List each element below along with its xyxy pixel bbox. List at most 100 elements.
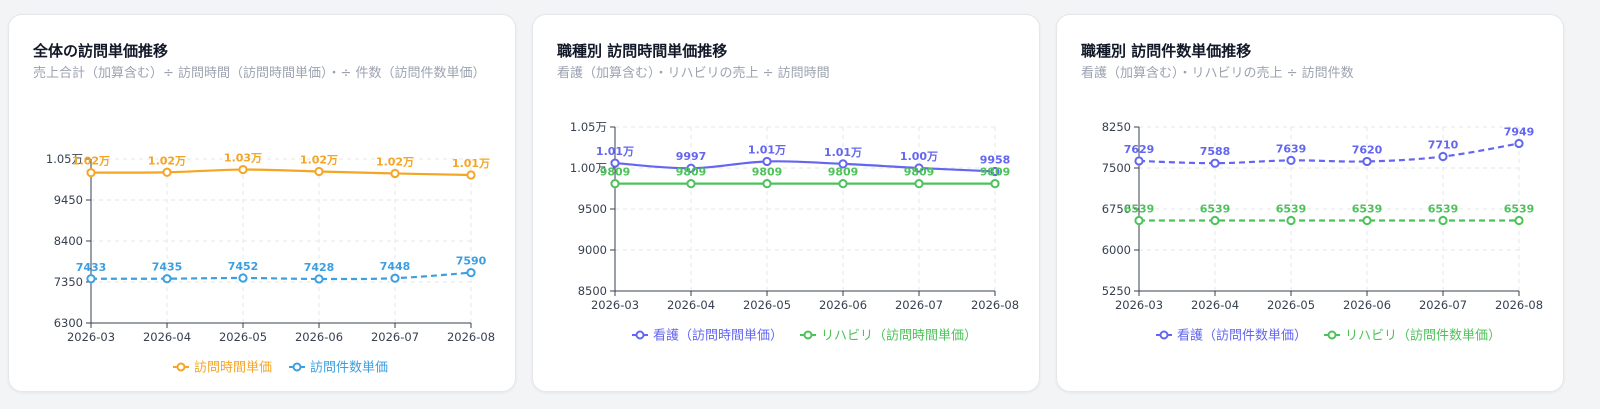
data-point[interactable] (390, 168, 400, 179)
time-unit-by-job-chart: 8500 9000 9500 1.00万 1.05万 2026-03 2026-04 2026… (570, 120, 1019, 344)
legend-label: 訪問時間単価 (194, 360, 272, 376)
data-point[interactable] (686, 163, 696, 173)
data-point[interactable] (162, 167, 172, 177)
data-label: 9958 (980, 153, 1011, 166)
legend-item[interactable]: リハビリ（訪問件数単価） (1324, 328, 1501, 344)
x-tick-label: 2026-03 (67, 330, 115, 344)
x-tick-label: 2026-04 (1191, 298, 1239, 312)
card-title: 職種別 訪問時間単価推移 (557, 42, 728, 60)
data-label: 1.01万 (748, 143, 786, 156)
data-point[interactable] (466, 268, 476, 278)
data-point[interactable] (238, 273, 248, 283)
series-line (90, 271, 472, 281)
legend-item[interactable]: 看護（訪問時間単価） (632, 328, 783, 344)
data-point[interactable] (86, 168, 96, 178)
x-tick-label: 2026-07 (371, 330, 419, 344)
y-tick-label: 8500 (578, 284, 607, 298)
series-line (90, 168, 472, 177)
data-label: 6539 (1352, 203, 1383, 216)
data-point[interactable] (1134, 215, 1144, 226)
data-point[interactable] (838, 179, 848, 189)
overall-unit-price-chart: 6300 7350 8400 9450 1.05万 2026-03 2026-04 2026-… (46, 152, 495, 376)
data-point[interactable] (86, 274, 96, 284)
x-tick-label: 2026-08 (971, 298, 1019, 312)
data-label: 7620 (1352, 143, 1383, 156)
data-point[interactable] (1362, 215, 1372, 226)
data-point[interactable] (238, 164, 248, 175)
legend-label: 看護（訪問件数単価） (1177, 328, 1307, 344)
legend-label: リハビリ（訪問件数単価） (1345, 328, 1501, 344)
x-tick-label: 2026-05 (219, 330, 267, 344)
data-point[interactable] (762, 179, 772, 189)
data-label: 7629 (1124, 143, 1155, 156)
data-point[interactable] (1514, 215, 1524, 226)
data-point[interactable] (314, 166, 324, 177)
x-tick-label: 2026-03 (591, 298, 639, 312)
legend-item[interactable]: 訪問時間単価 (173, 360, 272, 376)
data-label: 1.00万 (900, 150, 938, 163)
data-point[interactable] (390, 273, 400, 283)
x-tick-label: 2026-07 (1419, 298, 1467, 312)
legend-item[interactable]: 看護（訪問件数単価） (1156, 328, 1307, 344)
x-tick-label: 2026-08 (447, 330, 495, 344)
data-point[interactable] (1438, 151, 1448, 162)
data-point[interactable] (990, 179, 1000, 189)
card-title: 職種別 訪問件数単価推移 (1081, 42, 1252, 60)
legend-item[interactable]: 訪問件数単価 (289, 360, 388, 376)
data-label: 7435 (152, 261, 183, 274)
data-point[interactable] (1362, 156, 1372, 167)
data-label: 1.03万 (224, 152, 262, 165)
data-label: 9809 (828, 166, 859, 179)
data-label: 6539 (1504, 203, 1535, 216)
y-tick-label: 1.00万 (570, 161, 607, 175)
data-point[interactable] (686, 179, 696, 189)
legend-swatch-marker (803, 330, 813, 340)
data-label: 7949 (1504, 125, 1535, 138)
y-tick-label: 8400 (54, 234, 83, 248)
data-point[interactable] (914, 163, 924, 173)
data-point[interactable] (1286, 215, 1296, 226)
data-point[interactable] (610, 158, 620, 168)
data-label: 7590 (456, 255, 487, 268)
legend-swatch-marker (1159, 330, 1169, 340)
data-label: 9809 (676, 166, 707, 179)
card-title: 全体の訪問単価推移 (33, 42, 169, 60)
x-tick-label: 2026-04 (667, 298, 715, 312)
y-tick-label: 8250 (1102, 120, 1131, 134)
data-label: 1.01万 (452, 157, 490, 170)
data-label: 7428 (304, 261, 335, 274)
y-tick-label: 1.05万 (46, 152, 83, 166)
legend-label: リハビリ（訪問時間単価） (821, 328, 977, 344)
data-point[interactable] (838, 159, 848, 169)
data-label: 1.02万 (300, 153, 338, 166)
data-point[interactable] (1210, 215, 1220, 226)
data-label: 1.01万 (596, 145, 634, 158)
x-tick-label: 2026-08 (1495, 298, 1543, 312)
card-subtitle: 売上合計（加算含む）÷ 訪問時間（訪問時間単価）・÷ 件数（訪問件数単価） (33, 66, 486, 81)
x-tick-label: 2026-03 (1115, 298, 1163, 312)
data-label: 9997 (676, 150, 707, 163)
data-point[interactable] (314, 274, 324, 284)
data-label: 1.02万 (376, 155, 414, 168)
x-tick-label: 2026-06 (295, 330, 343, 344)
data-label: 9809 (752, 166, 783, 179)
data-point[interactable] (1514, 138, 1524, 149)
data-point[interactable] (466, 170, 476, 180)
data-point[interactable] (162, 274, 172, 284)
y-tick-label: 5250 (1102, 284, 1131, 298)
legend-item[interactable]: リハビリ（訪問時間単価） (800, 328, 977, 344)
y-tick-label: 7500 (1102, 161, 1131, 175)
data-label: 7452 (228, 260, 259, 273)
data-label: 1.02万 (72, 155, 110, 168)
visit-unit-by-job-chart: 5250 6000 6750 7500 8250 2026-03 2026-04 2026-0… (1102, 120, 1543, 344)
data-point[interactable] (1134, 156, 1144, 166)
data-point[interactable] (990, 166, 1000, 177)
data-point[interactable] (1438, 215, 1448, 226)
data-point[interactable] (914, 179, 924, 189)
data-point[interactable] (1210, 158, 1220, 168)
data-point[interactable] (762, 156, 772, 167)
data-label: 1.01万 (824, 146, 862, 159)
y-tick-label: 9450 (54, 193, 83, 207)
data-point[interactable] (1286, 155, 1296, 166)
data-point[interactable] (610, 179, 620, 189)
